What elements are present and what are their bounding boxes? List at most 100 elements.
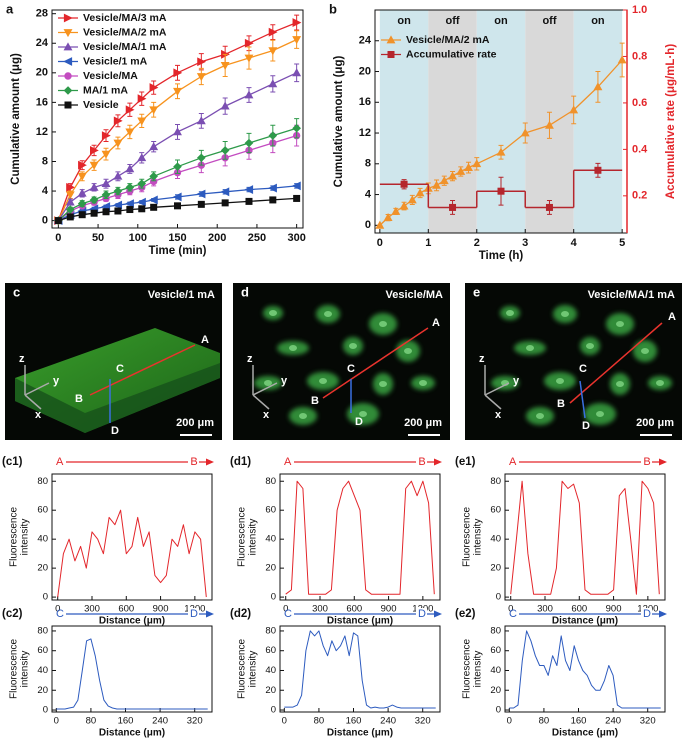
y-tick-label: 20: [359, 65, 371, 77]
legend-marker: [63, 42, 73, 51]
y-axis-label: intensity: [248, 651, 259, 688]
x-tick-label: 80: [314, 716, 325, 727]
axis-icon-label: x: [263, 409, 270, 421]
panel-label: (d1): [230, 456, 251, 468]
x-tick-label: 240: [605, 716, 621, 727]
data-point: [400, 180, 408, 188]
data-point: [101, 179, 111, 188]
data-point: [268, 131, 278, 140]
data-point: [244, 185, 254, 194]
y-axis-label: intensity: [20, 519, 31, 556]
data-point: [569, 105, 579, 114]
x-tick-label: 320: [415, 716, 431, 727]
profile-start: C: [284, 608, 292, 620]
data-point: [101, 131, 111, 141]
profile-arrowhead: [206, 458, 214, 466]
phase-label: on: [397, 15, 411, 27]
y-tick-label: 20: [36, 67, 48, 79]
fluorescent-core: [349, 343, 357, 349]
axis-icon-label: x: [495, 409, 502, 421]
x-tick-label: 300: [287, 232, 305, 244]
data-point: [89, 145, 99, 155]
y-tick-label: 0: [43, 705, 48, 716]
axis-icon-label: y: [53, 375, 60, 387]
axis-icon-label: z: [479, 353, 485, 365]
data-point: [89, 161, 99, 170]
image-title: Vesicle/MA: [386, 289, 444, 301]
tissue-edge: [15, 363, 220, 433]
profile-end: B: [418, 456, 425, 468]
fluorescent-core: [561, 311, 569, 317]
data-point: [137, 179, 147, 188]
x-tick-label: 0: [55, 604, 60, 615]
y-tick-label: 16: [36, 96, 48, 108]
x-tick-label: 80: [539, 716, 550, 727]
x-tick-label: 0: [282, 716, 287, 727]
point-label: C: [116, 363, 124, 375]
legend-marker: [387, 51, 395, 58]
x-tick-label: 250: [248, 232, 266, 244]
data-point: [137, 153, 147, 162]
data-point: [113, 171, 123, 180]
y-axis-label: Fluorescence: [237, 639, 248, 699]
fluorescent-core: [404, 348, 412, 354]
phase-label: off: [446, 15, 460, 27]
legend-marker: [63, 13, 73, 23]
x-tick-label: 160: [346, 716, 362, 727]
data-point: [617, 55, 627, 64]
data-point: [196, 73, 206, 82]
data-point: [292, 68, 302, 77]
data-point: [78, 211, 86, 219]
x-tick-label: 2: [474, 237, 480, 249]
line-ab: [89, 344, 196, 396]
y-axis-label: Fluorescence: [9, 639, 20, 699]
point-label: A: [201, 334, 209, 346]
data-point: [220, 62, 230, 71]
x-tick-label: 900: [381, 604, 397, 615]
x-tick-label: 320: [640, 716, 656, 727]
y-tick-label: 8: [42, 155, 48, 167]
y-axis-label: Cumulative amount (μg): [333, 56, 345, 188]
data-point: [497, 187, 505, 195]
y-tick-label: 0: [271, 592, 276, 603]
y-tick-label: 40: [490, 534, 501, 545]
y-tick-label: 20: [490, 685, 501, 696]
y-tick-label: 80: [265, 625, 276, 636]
data-point: [149, 142, 159, 151]
x-tick-label: 0: [507, 716, 512, 727]
y2-tick-label: 0.4: [632, 143, 648, 155]
data-point: [496, 147, 506, 156]
data-point: [221, 199, 229, 207]
x-axis-label: Distance (μm): [552, 616, 618, 627]
x-tick-label: 1: [425, 237, 431, 249]
data-point: [245, 197, 253, 205]
legend-label: Vesicle: [83, 99, 119, 111]
data-point: [220, 101, 230, 110]
x-axis-label: Distance (μm): [327, 616, 393, 627]
y-tick-label: 16: [359, 96, 371, 108]
image-title: Vesicle/MA/1 mA: [588, 289, 675, 301]
profile-arrowhead: [434, 458, 442, 466]
panel-label: b: [329, 1, 337, 16]
fluorescent-core: [641, 348, 649, 354]
phase-label: on: [591, 15, 605, 27]
data-point: [65, 205, 75, 214]
data-point: [66, 213, 74, 221]
y-axis-label: Fluorescence: [462, 507, 473, 567]
axis-icon: [24, 365, 50, 410]
y-tick-label: 80: [490, 476, 501, 487]
profile-start: A: [509, 456, 517, 468]
panel-label: a: [6, 1, 14, 16]
data-point: [375, 220, 385, 229]
data-point: [432, 180, 441, 189]
data-point: [113, 186, 123, 196]
plot-frame: [504, 473, 666, 601]
y-tick-label: 24: [359, 35, 372, 47]
x-tick-label: 5: [619, 237, 625, 249]
x-tick-label: 200: [208, 232, 226, 244]
y-tick-label: 0: [43, 592, 48, 603]
x-axis-label: Distance (μm): [99, 616, 165, 627]
x-tick-label: 300: [537, 604, 553, 615]
fluorescent-core: [359, 411, 367, 417]
legend-label: Vesicle/1 mA: [83, 55, 148, 67]
